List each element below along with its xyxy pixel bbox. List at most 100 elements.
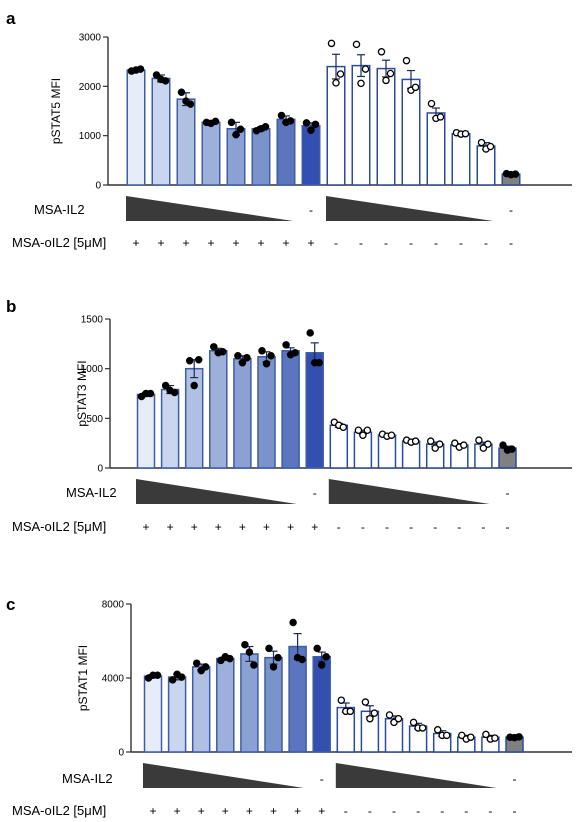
row2-sign: +	[174, 804, 181, 818]
data-point	[402, 56, 411, 65]
data-point	[426, 437, 435, 445]
row2-sign: -	[506, 520, 510, 534]
data-point	[352, 40, 361, 49]
y-axis-label: pSTAT3 MFI	[75, 360, 89, 426]
data-point	[274, 653, 282, 662]
row2-sign: -	[392, 804, 396, 818]
row2-sign: -	[433, 520, 437, 534]
data-point	[227, 118, 236, 127]
row-label-msa-il2: MSA-IL2	[34, 202, 85, 217]
row2-sign: -	[409, 520, 413, 534]
y-tick-label: 1500	[81, 315, 104, 326]
data-point	[451, 439, 459, 447]
row2-sign: -	[368, 804, 372, 818]
y-tick-label: 8000	[102, 600, 125, 611]
row2-sign: -	[337, 520, 341, 534]
dose-triangle	[335, 763, 497, 788]
row2-sign: -	[409, 236, 413, 250]
data-point	[431, 444, 439, 452]
data-point	[190, 381, 198, 390]
bar	[136, 393, 156, 469]
data-point	[467, 733, 475, 741]
bar	[276, 118, 296, 186]
y-axis-label: pSTAT1 MFI	[76, 645, 90, 711]
bar	[312, 655, 331, 753]
row2-sign: -	[488, 804, 492, 818]
data-point	[258, 347, 266, 355]
data-point	[161, 77, 170, 85]
data-point	[192, 659, 201, 667]
row2-sign: -	[509, 236, 513, 250]
data-point	[262, 359, 271, 368]
row2-sign: +	[311, 520, 318, 534]
data-point	[313, 644, 321, 653]
data-point	[289, 618, 297, 627]
row2-sign: +	[318, 804, 325, 818]
bar	[216, 657, 235, 753]
bar	[376, 67, 396, 186]
data-point	[394, 714, 403, 723]
data-point	[377, 48, 386, 56]
data-point	[363, 426, 372, 435]
y-tick-label: 0	[97, 464, 103, 475]
row2-sign: +	[282, 236, 289, 250]
row2-sign: -	[359, 236, 363, 250]
data-point	[261, 123, 270, 131]
row2-sign: -	[334, 236, 338, 250]
data-point	[387, 431, 396, 439]
bar	[176, 98, 196, 186]
bar	[377, 434, 397, 469]
row2-sign: -	[361, 520, 365, 534]
data-point	[433, 726, 442, 734]
bar	[240, 653, 259, 753]
bar	[201, 121, 221, 186]
data-point	[307, 126, 315, 134]
bar	[257, 355, 276, 469]
data-point	[152, 71, 161, 79]
row-label-msa-oil2: MSA-oIL2 [5μM]	[12, 803, 106, 818]
data-point	[475, 436, 483, 444]
bar	[426, 112, 446, 186]
data-point	[234, 352, 242, 360]
data-point	[359, 431, 367, 439]
data-point	[250, 661, 258, 669]
data-point	[337, 696, 346, 704]
data-point	[366, 714, 374, 723]
bar	[401, 78, 421, 186]
data-point	[418, 724, 427, 732]
bar	[251, 128, 271, 186]
row2-sign: -	[464, 804, 468, 818]
data-point	[332, 79, 340, 87]
y-tick-label: 4000	[102, 674, 125, 685]
data-point	[427, 99, 436, 108]
data-point	[201, 663, 210, 671]
data-point	[442, 731, 451, 740]
data-point	[186, 100, 195, 108]
y-axis-label: pSTAT5 MFI	[49, 78, 63, 144]
row2-sign: +	[157, 236, 164, 250]
row2-sign: -	[459, 236, 463, 250]
data-point	[511, 170, 520, 178]
data-point	[302, 119, 311, 127]
row2-sign: -	[385, 520, 389, 534]
data-point	[361, 698, 370, 706]
y-tick-label: 0	[118, 748, 124, 759]
data-point	[357, 79, 365, 88]
row2-sign: -	[457, 520, 461, 534]
y-tick-label: 3000	[79, 33, 102, 44]
row2-sign: -	[481, 520, 485, 534]
row2-sign: +	[215, 520, 222, 534]
dose-triangle	[126, 196, 293, 221]
data-point	[486, 142, 495, 151]
row1-sign: -	[313, 486, 317, 500]
data-point	[385, 711, 394, 719]
data-point	[315, 358, 323, 367]
data-point	[317, 661, 326, 669]
dose-triangle	[326, 196, 493, 221]
row-label-msa-il2: MSA-IL2	[66, 485, 117, 500]
data-point	[382, 76, 390, 85]
data-point	[515, 733, 523, 741]
row2-sign: +	[232, 236, 239, 250]
bar	[301, 125, 321, 186]
data-point	[306, 329, 314, 337]
